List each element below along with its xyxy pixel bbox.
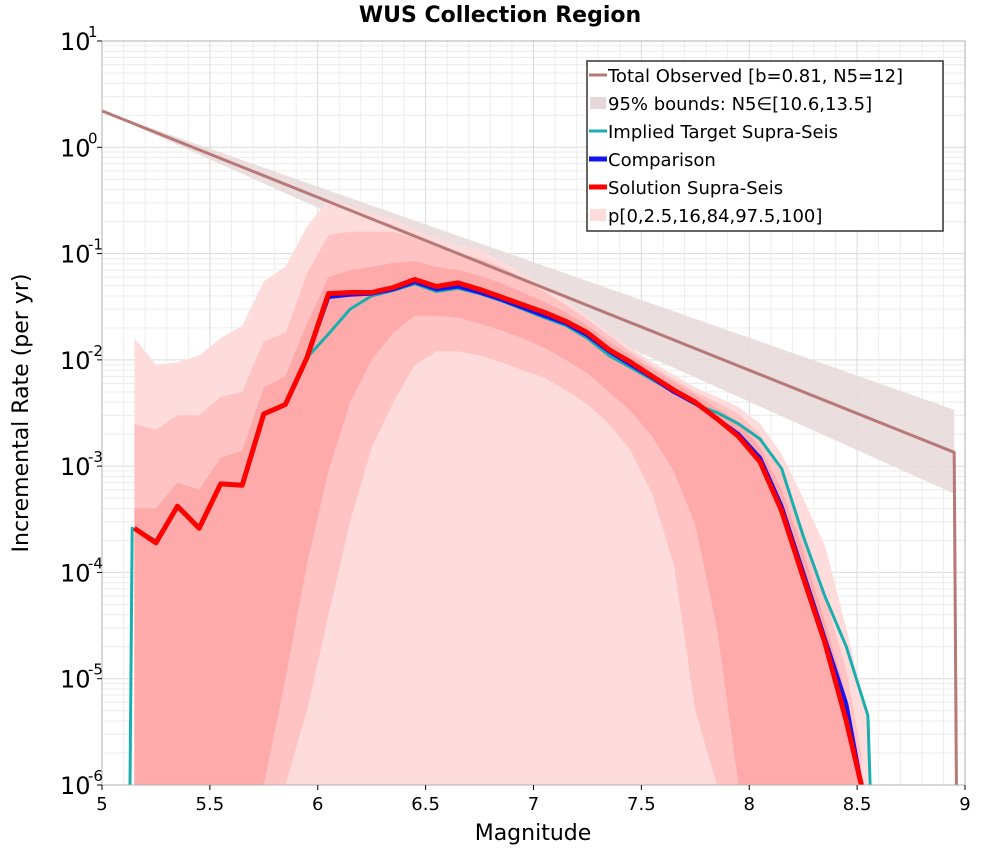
y-tick-label: 10 <box>60 559 91 587</box>
x-tick-label: 9 <box>959 794 970 815</box>
legend-box <box>586 60 944 232</box>
y-tick-exponent: 1 <box>88 23 98 41</box>
legend-label: p[0,2.5,16,84,97.5,100] <box>608 206 822 227</box>
x-tick-label: 7.5 <box>627 794 656 815</box>
y-tick-label: 10 <box>60 772 91 800</box>
x-tick-label: 8.5 <box>843 794 872 815</box>
y-tick-exponent: -2 <box>88 342 103 360</box>
series-total-observed <box>101 109 958 786</box>
x-tick-label: 6.5 <box>411 794 440 815</box>
x-tick-label: 5 <box>96 794 107 815</box>
x-tick-label: 6 <box>312 794 323 815</box>
band-95pct-bounds <box>102 110 955 494</box>
y-axis-label: Incremental Rate (per yr) <box>9 274 34 553</box>
x-axis: 5 5.5 6 6.5 7 7.5 8 8.5 9 <box>96 785 971 815</box>
legend: Total Observed [b=0.81, N5=12] 95% bounds… <box>586 60 944 232</box>
y-tick-exponent: -4 <box>88 554 103 572</box>
x-tick-label: 7 <box>528 794 539 815</box>
y-tick-label: 10 <box>60 666 91 694</box>
y-tick-label: 10 <box>60 347 91 375</box>
legend-label: 95% bounds: N5∈[10.6,13.5] <box>608 94 872 115</box>
legend-swatch <box>590 209 606 221</box>
x-tick-label: 8 <box>744 794 755 815</box>
series-solution <box>133 277 864 786</box>
y-tick-label: 10 <box>60 134 91 162</box>
y-tick-exponent: -5 <box>88 661 103 679</box>
chart-title: WUS Collection Region <box>359 3 641 28</box>
legend-label: Comparison <box>608 150 716 171</box>
legend-label: Solution Supra-Seis <box>608 178 783 199</box>
y-tick-exponent: -3 <box>88 448 103 466</box>
y-tick-exponent: 0 <box>88 129 98 147</box>
y-tick-label: 10 <box>60 453 91 481</box>
series-lines <box>101 109 958 786</box>
x-axis-label: Magnitude <box>475 821 592 846</box>
x-tick-label: 5.5 <box>196 794 225 815</box>
y-tick-exponent: -1 <box>88 236 103 254</box>
y-tick-label: 10 <box>60 241 91 269</box>
y-tick-exponent: -6 <box>88 767 103 785</box>
legend-swatch <box>590 97 606 109</box>
legend-label: Total Observed [b=0.81, N5=12] <box>607 66 903 87</box>
legend-label: Implied Target Supra-Seis <box>608 122 838 143</box>
y-tick-label: 10 <box>60 28 91 56</box>
